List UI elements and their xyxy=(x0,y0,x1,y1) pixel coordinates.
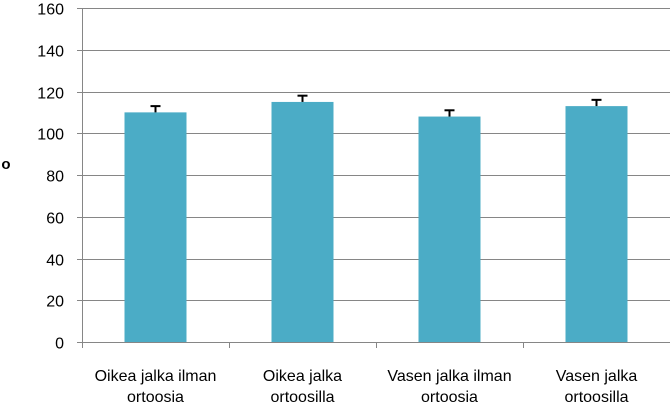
y-tick-label: 0 xyxy=(55,336,64,353)
x-tick-labels: Oikea jalka ilman ortoosia Oikea jalka orto… xyxy=(95,368,638,406)
y-tick-label: 160 xyxy=(37,2,64,19)
y-tick-label: 100 xyxy=(37,127,64,144)
y-axis-label: o xyxy=(1,156,10,173)
y-tick-labels: 0 20 40 60 80 100 120 140 160 xyxy=(37,2,64,353)
bars xyxy=(124,101,628,342)
y-tick-label: 120 xyxy=(37,86,64,103)
x-tick-label: ortoosilla xyxy=(564,389,628,406)
axes xyxy=(77,8,670,348)
bar xyxy=(124,112,187,342)
y-tick-label: 80 xyxy=(46,169,64,186)
y-tick-label: 40 xyxy=(46,253,64,270)
error-bars xyxy=(150,94,602,117)
bar xyxy=(271,101,334,342)
x-tick-label: Oikea jalka ilman xyxy=(95,368,217,385)
bar xyxy=(418,116,481,342)
y-tick-label: 20 xyxy=(46,294,64,311)
y-tick-label: 60 xyxy=(46,211,64,228)
x-tick-label: ortoosia xyxy=(127,389,184,406)
x-tick-label: Vasen jalka xyxy=(556,368,638,385)
x-tick-label: ortoosilla xyxy=(270,389,334,406)
x-tick-label: Vasen jalka ilman xyxy=(387,368,511,385)
x-tick-label: ortoosia xyxy=(421,389,478,406)
y-tick-label: 140 xyxy=(37,44,64,61)
bar xyxy=(565,106,628,342)
x-tick-label: Oikea jalka xyxy=(263,368,342,385)
